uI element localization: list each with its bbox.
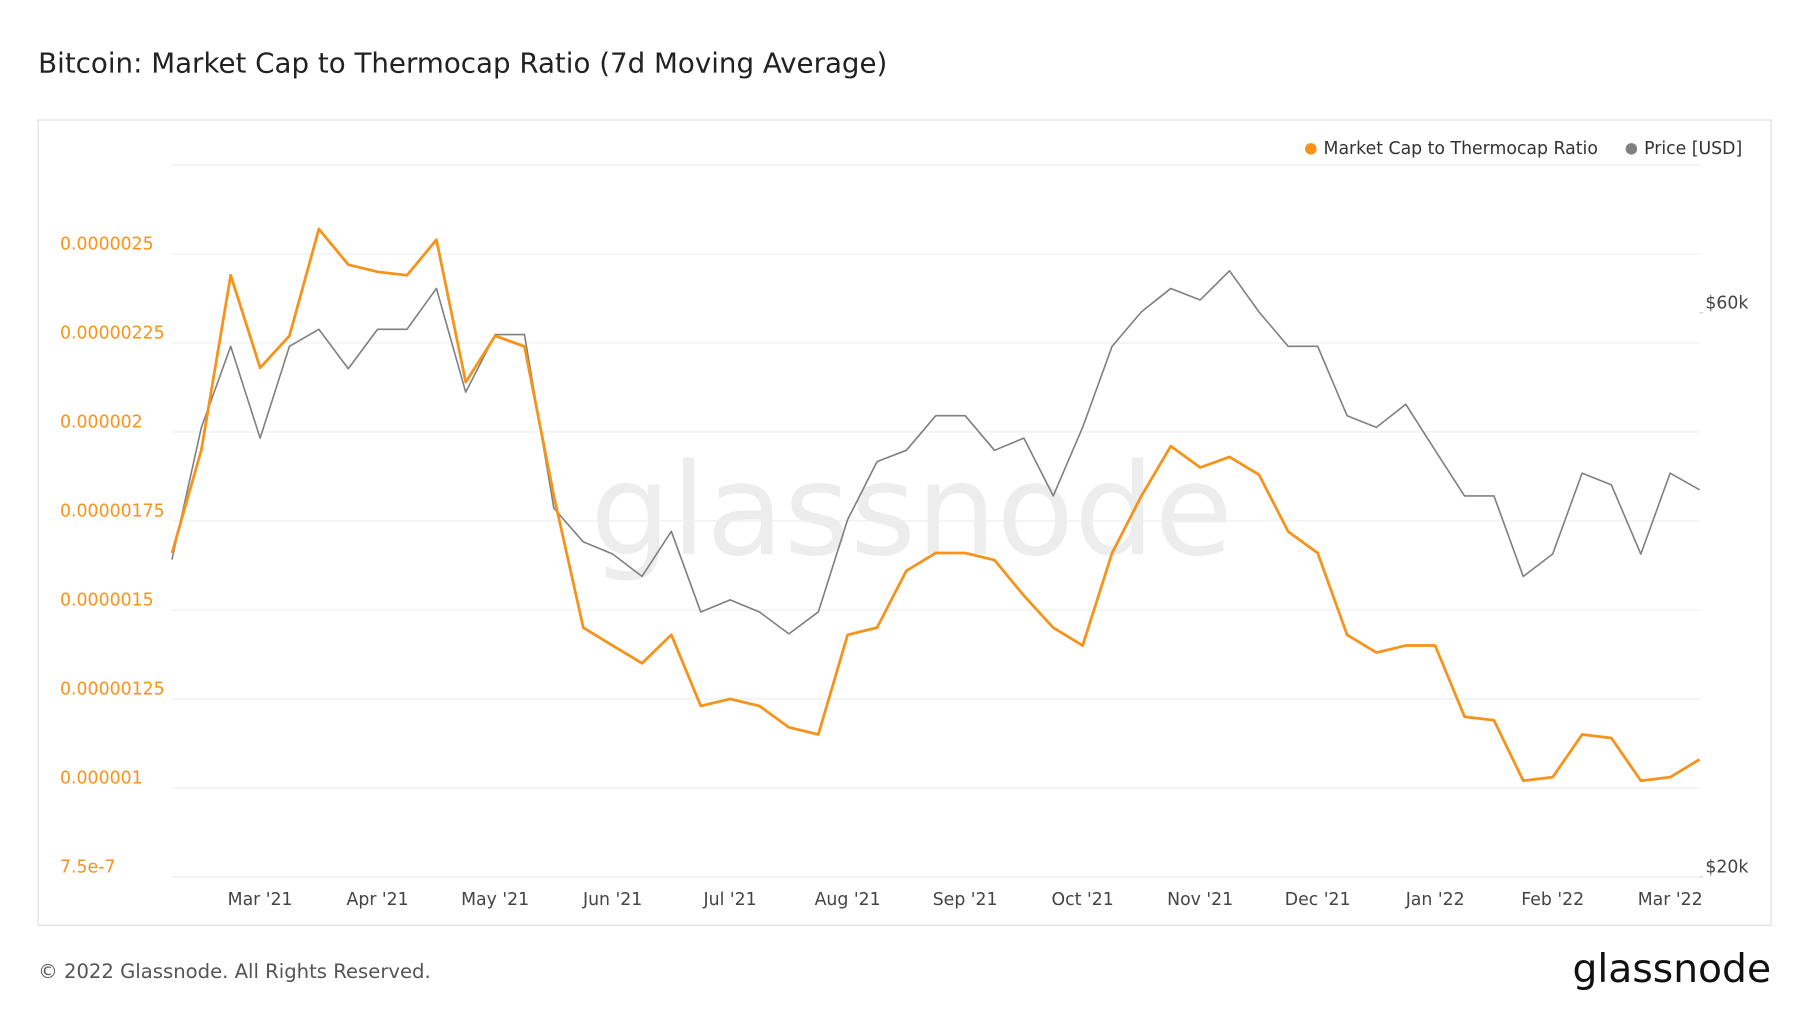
y-tick-label: 7.5e-7 bbox=[60, 858, 115, 878]
x-tick-label: Aug '21 bbox=[815, 890, 881, 910]
x-tick-label: Nov '21 bbox=[1167, 890, 1233, 910]
series-line bbox=[170, 227, 1701, 783]
series-line bbox=[171, 269, 1700, 635]
watermark: glassnode bbox=[590, 436, 1233, 584]
x-tick-label: Jan '22 bbox=[1405, 890, 1465, 910]
chart-title: Bitcoin: Market Cap to Thermocap Ratio (… bbox=[38, 47, 887, 80]
y-tick-label: 0.00000175 bbox=[60, 502, 165, 522]
x-tick-label: May '21 bbox=[461, 890, 529, 910]
legend-label: Price [USD] bbox=[1644, 139, 1742, 159]
x-tick-label: Feb '22 bbox=[1521, 890, 1584, 910]
legend-label: Market Cap to Thermocap Ratio bbox=[1324, 139, 1598, 159]
x-tick-label: Mar '22 bbox=[1638, 890, 1703, 910]
y-tick-label: 0.00000125 bbox=[60, 680, 165, 700]
y-tick-label: 0.000002 bbox=[60, 413, 143, 433]
y-tick-label: 0.0000015 bbox=[60, 591, 154, 611]
x-tick-label: Oct '21 bbox=[1052, 890, 1114, 910]
y2-tick-label: $60k bbox=[1705, 293, 1748, 313]
x-tick-label: Dec '21 bbox=[1285, 890, 1351, 910]
y-tick-label: 0.000001 bbox=[60, 769, 143, 789]
x-tick-label: Mar '21 bbox=[228, 890, 293, 910]
x-tick-label: Jun '21 bbox=[582, 890, 642, 910]
footer: © 2022 Glassnode. All Rights Reserved. bbox=[38, 960, 431, 983]
y-tick-label: 0.00000225 bbox=[60, 324, 165, 344]
x-tick-label: Jul '21 bbox=[703, 890, 757, 910]
x-tick-label: Sep '21 bbox=[933, 890, 998, 910]
x-tick-label: Apr '21 bbox=[347, 890, 409, 910]
brand-logo: glassnode bbox=[1573, 947, 1772, 992]
legend-swatch bbox=[1625, 143, 1638, 155]
legend-swatch bbox=[1305, 143, 1317, 155]
y-tick-label: 0.0000025 bbox=[60, 235, 154, 255]
y2-tick-label: $20k bbox=[1705, 858, 1748, 878]
